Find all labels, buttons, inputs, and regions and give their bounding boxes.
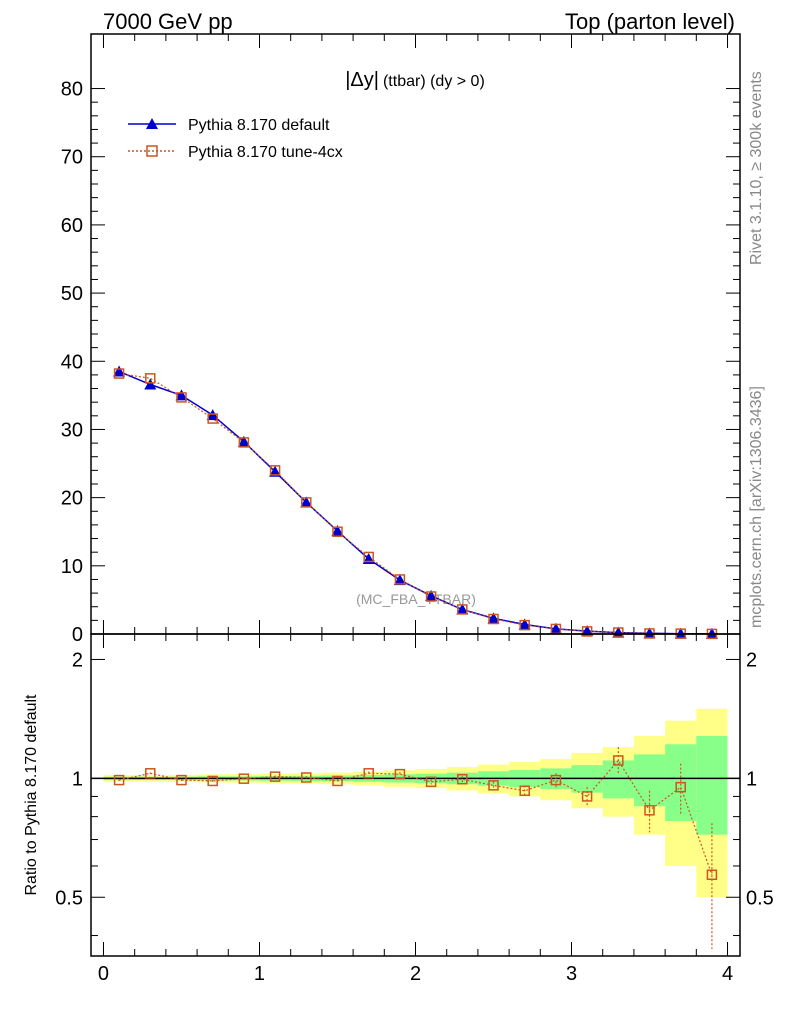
ratio-point [363, 768, 374, 779]
source-label: mcplots.cern.ch [arXiv:1306.3436] [748, 386, 765, 628]
point-default [612, 626, 625, 638]
main-ytick-label: 50 [61, 283, 83, 305]
point-tune [488, 613, 499, 625]
main-ytick-label: 10 [61, 556, 83, 578]
rivet-label: Rivet 3.1.10, ≥ 300k events [748, 71, 765, 265]
ratio-ylabel: Ratio to Pythia 8.170 default [23, 694, 40, 896]
header-right: Top (parton level) [565, 9, 735, 34]
ratio-point [581, 791, 593, 802]
main-series [113, 365, 718, 640]
x-axis: 0 1 2 3 4 [98, 963, 733, 985]
point-tune [269, 465, 281, 476]
main-ytick-label: 70 [61, 147, 83, 169]
main-ytick-label: 80 [61, 79, 83, 101]
point-default [487, 612, 500, 624]
ratio-point [519, 785, 530, 797]
xtick-label: 4 [722, 963, 733, 985]
ratio-point [706, 869, 718, 881]
ratio-point [394, 768, 406, 780]
point-default [144, 378, 157, 390]
ratio-ytick-label: 1 [72, 768, 83, 790]
point-default [113, 365, 126, 377]
point-tune [457, 604, 468, 615]
main-title-symbol: |Δy| [345, 69, 379, 91]
point-tune [394, 574, 406, 585]
point-default [643, 627, 656, 639]
point-default [175, 389, 188, 401]
ratio-series [113, 747, 718, 949]
legend-label-tune: Pythia 8.170 tune-4cx [188, 144, 343, 161]
ratio-axis: 0.5 0.5 1 1 2 2 [55, 649, 774, 937]
point-default [518, 618, 531, 630]
band-inner [602, 760, 634, 799]
ratio-point [207, 775, 218, 787]
ratio-ytick-label-right: 1 [746, 768, 757, 790]
legend-marker-tune [146, 145, 158, 157]
ratio-point [613, 755, 624, 766]
main-ytick-label: 40 [61, 351, 83, 373]
legend: Pythia 8.170 default Pythia 8.170 tune-4… [128, 117, 343, 161]
ratio-frame [90, 633, 741, 957]
ratio-point [269, 771, 281, 782]
legend-label-default: Pythia 8.170 default [188, 117, 330, 134]
point-default [300, 496, 313, 508]
ratio-point [644, 805, 655, 816]
ratio-point [550, 774, 562, 786]
band-inner [633, 754, 666, 807]
legend-marker-default [146, 118, 158, 129]
point-tune [176, 392, 187, 403]
point-tune [113, 368, 125, 379]
xtick-label: 1 [254, 963, 265, 985]
main-title: |Δy| (ttbar) (dy > 0) [345, 69, 485, 91]
main-title-rest: (ttbar) (dy > 0) [383, 73, 485, 90]
ratio-point [301, 772, 312, 783]
ratio-point [238, 773, 250, 784]
main-ytick-label: 30 [61, 419, 83, 441]
point-tune [301, 497, 312, 508]
point-tune [425, 591, 437, 602]
point-default [456, 603, 469, 615]
main-ytick-label: 20 [61, 488, 83, 510]
xtick-label: 0 [98, 963, 109, 985]
main-ytick-label: 60 [61, 215, 83, 237]
point-default [331, 525, 344, 537]
ratio-point [675, 781, 686, 793]
point-tune [332, 526, 343, 537]
ratio-plot: 0.5 0.5 1 1 2 2 Ratio to Pythia 8.170 default [23, 633, 774, 957]
point-tune [207, 413, 218, 424]
point-default [549, 622, 562, 634]
band-inner [696, 736, 728, 835]
xtick-label: 3 [566, 963, 577, 985]
ratio-point [145, 768, 156, 779]
point-default [269, 465, 282, 477]
ratio-ytick-label-right: 0.5 [746, 887, 774, 909]
point-tune [145, 373, 156, 384]
point-tune [613, 627, 624, 638]
main-ytick-label: 0 [72, 624, 83, 646]
ratio-point [488, 780, 499, 791]
point-default [674, 627, 687, 639]
point-default [425, 589, 438, 601]
ratio-point [425, 776, 437, 788]
main-axis: 0 10 20 30 40 50 60 70 80 [61, 34, 740, 956]
ratio-ytick-label: 2 [72, 649, 83, 671]
ratio-point [176, 774, 187, 786]
point-default [393, 574, 406, 586]
ratio-point [457, 773, 468, 785]
ratio-point [113, 774, 125, 786]
ratio-ytick-label: 0.5 [55, 887, 83, 909]
ratio-bands [103, 708, 728, 898]
point-tune [581, 626, 593, 637]
point-tune [363, 551, 374, 563]
header-left: 7000 GeV pp [103, 9, 233, 34]
ratio-point [332, 775, 343, 787]
ratio-ytick-label-right: 2 [746, 649, 757, 671]
xtick-label: 2 [410, 963, 421, 985]
point-default [237, 435, 250, 447]
point-tune [519, 619, 530, 631]
point-tune [238, 437, 250, 448]
